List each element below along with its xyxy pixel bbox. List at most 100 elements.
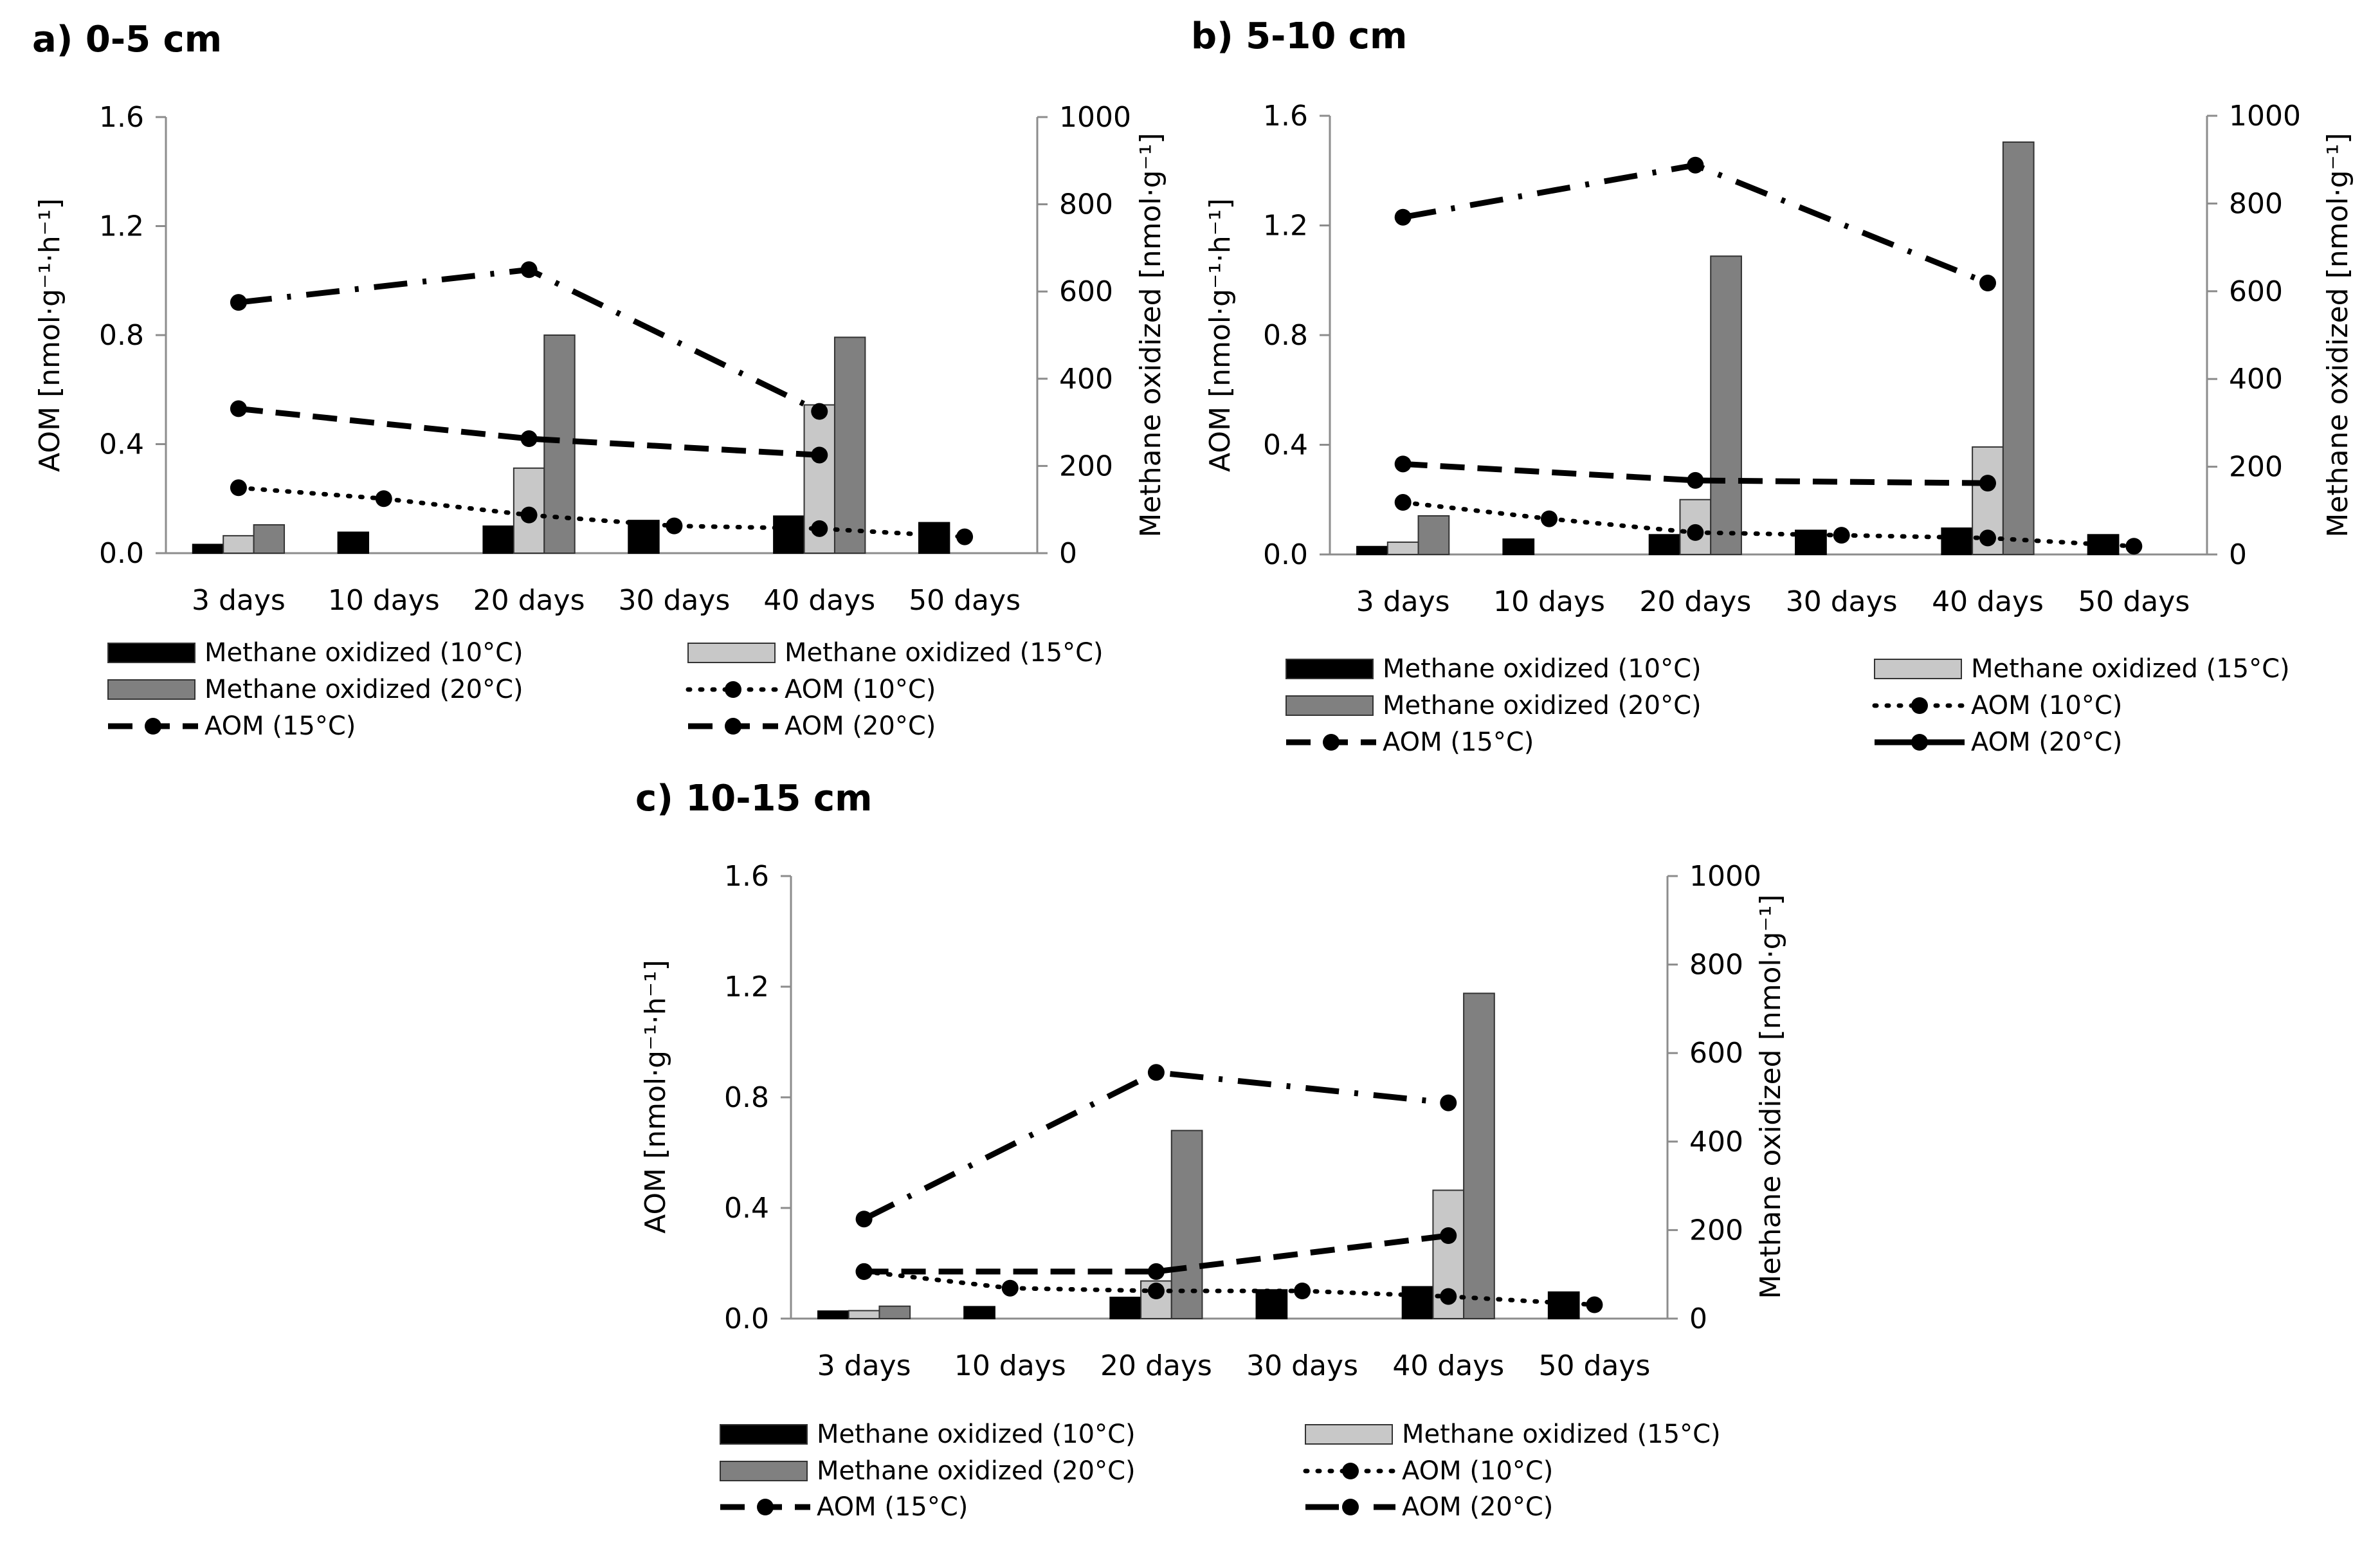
x-tick-label: 40 days <box>1392 1349 1504 1382</box>
y-axis-title-right: Methane oxidized [nmol·g⁻¹] <box>2321 133 2354 537</box>
legend-marker <box>145 718 161 735</box>
bar-2-1 <box>223 535 255 554</box>
legend-label: Methane oxidized (10°C) <box>817 1420 1136 1449</box>
line-point-1 <box>1001 1279 1019 1297</box>
left-tick-label: 0.0 <box>99 537 144 570</box>
legend-swatch <box>1285 659 1374 679</box>
x-tick-label: 50 days <box>909 584 1021 617</box>
legend-label: AOM (15°C) <box>204 711 356 741</box>
y-axis-title-left: AOM [nmol·g⁻¹·h⁻¹] <box>639 960 672 1234</box>
right-tick-label: 1000 <box>1059 101 1131 134</box>
line-point-2 <box>520 430 538 448</box>
bar-1-5 <box>773 515 805 554</box>
chart-panel-c: c) 10-15 cm 0.0 0.4 0.8 1.2 1.6 0 200 400 600 800 1… <box>635 778 1787 1522</box>
legend-marker <box>725 718 741 735</box>
line-series-3 <box>862 1069 1449 1222</box>
line-point-2 <box>1440 1227 1457 1244</box>
legend-marker <box>1323 734 1340 751</box>
legend-label: Methane oxidized (15°C) <box>1402 1420 1721 1449</box>
legend-swatch <box>1305 1424 1393 1445</box>
legend-marker <box>1911 697 1928 714</box>
bar-1-5 <box>1401 1286 1434 1319</box>
bar-3-1 <box>253 524 286 554</box>
left-tick-label: 1.2 <box>1263 210 1308 242</box>
line-point-1 <box>2125 538 2143 555</box>
bar-3-3 <box>543 334 576 554</box>
line-point-2 <box>1394 455 1412 473</box>
line-series-3 <box>238 266 821 414</box>
line-point-3 <box>1440 1094 1457 1111</box>
left-tick-label: 1.2 <box>724 971 769 1003</box>
line-point-1 <box>666 517 683 535</box>
line-point-3 <box>1394 208 1412 226</box>
legend-marker <box>725 681 741 698</box>
line-point-3 <box>1147 1064 1165 1081</box>
legend-label: Methane oxidized (20°C) <box>1383 691 1702 720</box>
legend-label: AOM (10°C) <box>785 675 936 704</box>
bar-1-1 <box>817 1310 849 1319</box>
bar-2-1 <box>1386 541 1419 555</box>
x-tick-label: 3 days <box>817 1349 911 1382</box>
line-point-1 <box>1394 494 1412 511</box>
line-point-1 <box>520 506 538 524</box>
legend-swatch <box>107 643 195 663</box>
legend-marker <box>1342 1463 1359 1479</box>
left-tick-label: 1.2 <box>99 210 144 243</box>
legend-label: Methane oxidized (10°C) <box>204 638 523 668</box>
right-tick-label: 400 <box>1689 1126 1743 1158</box>
x-tick-label: 3 days <box>192 584 286 617</box>
left-tick-label: 0.4 <box>99 428 144 461</box>
line-point-1 <box>230 479 247 497</box>
bar-1-2 <box>337 531 370 554</box>
right-tick-label: 800 <box>2229 187 2283 220</box>
bar-1-6 <box>918 522 950 554</box>
bar-3-5 <box>1463 992 1495 1319</box>
right-tick-label: 400 <box>1059 363 1113 396</box>
line-point-1 <box>1833 527 1850 544</box>
chart-title: c) 10-15 cm <box>635 778 872 819</box>
left-tick-label: 1.6 <box>724 860 769 893</box>
line-series-2 <box>1403 461 1988 486</box>
legend-label: AOM (10°C) <box>1971 691 2122 720</box>
line-series-1 <box>862 1269 1597 1307</box>
right-tick-label: 1000 <box>1689 860 1761 893</box>
right-tick-label: 400 <box>2229 363 2283 396</box>
line-point-1 <box>956 528 974 545</box>
x-tick-label: 50 days <box>2078 585 2190 618</box>
line-series-2 <box>238 405 820 458</box>
line-point-3 <box>520 261 538 279</box>
left-tick-label: 0.0 <box>1263 538 1308 571</box>
bar-1-6 <box>2087 534 2120 555</box>
line-series-1 <box>1401 500 2136 549</box>
right-tick-label: 600 <box>2229 275 2283 308</box>
left-tick-label: 0.8 <box>99 319 144 352</box>
x-tick-label: 10 days <box>954 1349 1066 1382</box>
chart-title: b) 5-10 cm <box>1191 15 1407 57</box>
x-tick-label: 40 days <box>763 584 875 617</box>
legend-marker <box>1342 1499 1359 1515</box>
bar-3-3 <box>1170 1129 1203 1319</box>
chart-panel-a: a) 0-5 cm 0.0 0.4 0.8 1.2 1.6 0 200 400 600 800 100… <box>32 19 1167 741</box>
x-tick-label: 3 days <box>1356 585 1450 618</box>
bar-1-3 <box>1648 534 1681 555</box>
legend-swatch <box>107 679 195 700</box>
bar-1-4 <box>1795 529 1827 555</box>
line-point-2 <box>1687 471 1704 489</box>
line-point-2 <box>230 400 247 417</box>
x-tick-label: 10 days <box>328 584 440 617</box>
line-point-1 <box>811 520 828 537</box>
y-axis-title-left: AOM [nmol·g⁻¹·h⁻¹] <box>33 198 66 472</box>
line-point-2 <box>1979 475 1996 492</box>
right-tick-label: 800 <box>1059 188 1113 221</box>
line-point-1 <box>1586 1296 1603 1313</box>
bar-1-3 <box>1109 1296 1142 1319</box>
line-point-1 <box>1541 510 1558 527</box>
legend-marker <box>1911 734 1928 751</box>
bar-1-1 <box>192 544 224 554</box>
line-point-2 <box>811 446 828 464</box>
legend-label: AOM (10°C) <box>1402 1456 1553 1486</box>
legend-label: Methane oxidized (20°C) <box>817 1456 1136 1486</box>
left-tick-label: 0.8 <box>1263 319 1308 352</box>
x-tick-label: 40 days <box>1932 585 2044 618</box>
